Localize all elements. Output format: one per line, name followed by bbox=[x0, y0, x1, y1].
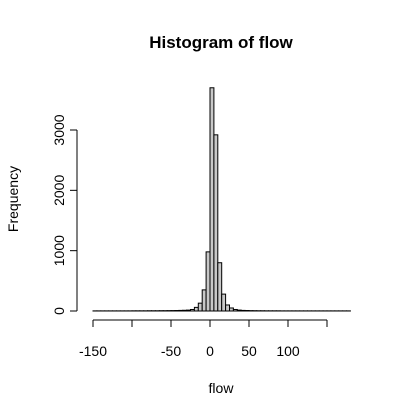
histogram-bar bbox=[197, 302, 203, 312]
x-tick-label: -50 bbox=[161, 343, 181, 359]
x-tick-label: -150 bbox=[79, 343, 107, 359]
y-axis-ticks: 0 1000 2000 3000 bbox=[51, 114, 77, 315]
histogram-bar bbox=[209, 87, 215, 312]
x-tick-label: 50 bbox=[241, 343, 257, 359]
histogram-bar bbox=[213, 134, 219, 312]
histogram-bar bbox=[193, 306, 199, 312]
histogram-bar bbox=[217, 262, 223, 312]
histogram-bar bbox=[186, 309, 192, 312]
histogram-bar bbox=[182, 309, 188, 312]
histogram-bar bbox=[225, 304, 231, 312]
y-tick-label: 1000 bbox=[51, 235, 67, 266]
histogram-bar bbox=[240, 309, 246, 312]
histogram-bar bbox=[229, 307, 234, 312]
chart-title: Histogram of flow bbox=[149, 33, 293, 52]
y-axis-label: Frequency bbox=[5, 166, 21, 232]
histogram-bar bbox=[190, 308, 195, 312]
histogram-bar bbox=[232, 308, 238, 312]
histogram-bar bbox=[221, 293, 227, 312]
histogram-bar bbox=[205, 251, 211, 312]
x-tick-label: 100 bbox=[276, 343, 300, 359]
histogram-bar bbox=[236, 309, 242, 312]
y-tick-label: 0 bbox=[51, 307, 67, 315]
histogram-bar bbox=[178, 309, 184, 312]
x-tick-label: 0 bbox=[206, 343, 214, 359]
y-tick-label: 3000 bbox=[51, 114, 67, 145]
bars-group bbox=[92, 87, 351, 312]
x-axis-label: flow bbox=[209, 380, 235, 396]
histogram-bar bbox=[201, 289, 207, 312]
x-axis-ticks: -150 -50 0 50 100 bbox=[79, 320, 328, 359]
y-tick-label: 2000 bbox=[51, 175, 67, 206]
